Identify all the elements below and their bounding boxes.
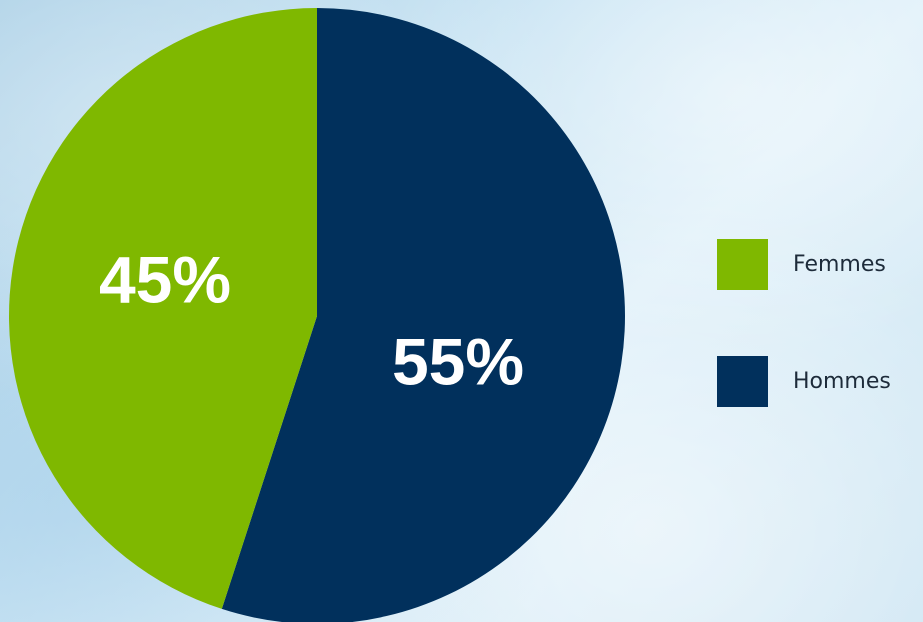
pie-label-femmes: 45%: [99, 242, 231, 316]
legend-item-femmes: Femmes: [717, 238, 891, 290]
legend-swatch-femmes: [717, 239, 768, 290]
legend-swatch-hommes: [717, 356, 768, 407]
legend: Femmes Hommes: [717, 238, 891, 472]
pie-label-hommes: 55%: [392, 324, 524, 398]
legend-label-femmes: Femmes: [793, 252, 886, 277]
legend-item-hommes: Hommes: [717, 355, 891, 407]
legend-label-hommes: Hommes: [793, 369, 891, 394]
